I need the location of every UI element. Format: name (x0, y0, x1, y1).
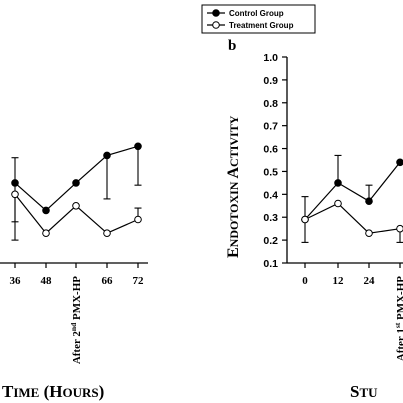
treatment-point (334, 199, 342, 208)
study-panel: b 0.1 0.2 0.3 0.4 0.5 0.6 0.7 0.8 0.9 1.0 ENDOTOX… (225, 38, 403, 401)
time-course-panel: 36 48 After 2nd PMX-HP 66 72 TIME (HOURS) (0, 142, 148, 401)
x-tick-label: 24 (364, 275, 376, 287)
x-tick-label-part: After 2 (71, 331, 83, 365)
control-point (103, 151, 111, 160)
x-tick-label-part: nd (69, 322, 78, 331)
x-tick-label: 72 (133, 275, 145, 287)
y-tick-label: 0.7 (263, 121, 278, 133)
treatment-point (72, 202, 80, 210)
x-axis-title-part: TU (359, 385, 378, 400)
x-axis-ticks (304, 263, 401, 268)
y-tick-label: 0.6 (263, 144, 278, 156)
y-tick-label: 0.5 (263, 166, 278, 178)
x-axis-title-part: ) (99, 382, 105, 401)
panel-letter: b (228, 38, 236, 54)
x-tick-label: 12 (333, 275, 345, 287)
x-tick-label-part: st (393, 322, 402, 328)
treatment-point (134, 215, 142, 224)
control-point (365, 197, 373, 205)
control-point (134, 142, 142, 151)
treatment-point (396, 224, 403, 233)
legend-treatment-label: Treatment Group (229, 21, 294, 30)
y-axis-title-part: CTIVITY (227, 115, 241, 167)
y-tick-labels: 0.1 0.2 0.3 0.4 0.5 0.6 0.7 0.8 0.9 1.0 (263, 52, 278, 270)
x-tick-label: 36 (10, 275, 22, 287)
x-axis-title-part: IME (13, 385, 39, 400)
x-tick-label: 0 (302, 275, 308, 287)
x-axis-title-part: S (350, 382, 359, 401)
y-tick-label: 0.4 (263, 189, 278, 201)
y-axis-title-part: A (225, 167, 242, 179)
y-tick-label: 0.3 (263, 212, 278, 224)
treatment-point (365, 229, 373, 237)
control-point (42, 206, 50, 215)
y-axis-title: ENDOTOXIN ACTIVITY (225, 115, 242, 258)
x-axis-title-part: OURS (62, 385, 98, 400)
control-point (72, 179, 80, 187)
legend-box (201, 4, 316, 34)
y-tick-label: 1.0 (263, 52, 278, 64)
series-lines (304, 161, 401, 234)
y-tick-label: 0.8 (263, 98, 278, 110)
x-axis-title: TIME (HOURS) (2, 382, 104, 401)
control-series-line (14, 145, 139, 212)
x-tick-labels: 0 12 24 After 1st PMX-HP (302, 275, 403, 361)
x-axis-title-part: (H (39, 382, 62, 401)
error-bars (301, 154, 403, 243)
y-tick-label: 0.9 (263, 75, 278, 87)
y-axis-title-part: E (225, 247, 242, 258)
x-axis-ticks (14, 263, 139, 268)
treatment-series-line (304, 202, 401, 234)
data-points (11, 142, 142, 237)
control-point (334, 179, 342, 187)
x-tick-label-part: PMX-HP (395, 276, 403, 323)
legend-control-label: Control Group (229, 9, 284, 18)
data-points (301, 158, 403, 237)
x-tick-label: 66 (102, 275, 114, 287)
treatment-point (103, 229, 111, 237)
x-tick-label-rotated: After 1st PMX-HP (393, 276, 403, 362)
x-axis-title: STU (350, 382, 378, 401)
y-axis-title-part: NDOTOXIN (227, 179, 241, 248)
treatment-series-line (14, 193, 139, 235)
error-bars (11, 146, 142, 241)
control-point (11, 179, 19, 187)
treatment-point (11, 190, 19, 199)
treatment-point (42, 229, 50, 237)
series-lines (14, 145, 139, 235)
control-series-line (304, 161, 401, 220)
y-axis-ticks (282, 56, 287, 264)
legend-treatment-marker (212, 21, 220, 29)
legend-control-marker (212, 9, 220, 17)
legend: Control Group Treatment Group (201, 4, 316, 34)
x-tick-labels: 36 48 After 2nd PMX-HP 66 72 (10, 275, 145, 364)
y-tick-label: 0.1 (263, 258, 278, 270)
treatment-point (301, 215, 309, 224)
x-tick-label-part: PMX-HP (71, 276, 83, 323)
x-tick-label-part: After 1 (395, 328, 403, 361)
x-tick-label-rotated: After 2nd PMX-HP (69, 276, 83, 364)
y-tick-label: 0.2 (263, 235, 278, 247)
control-point (396, 158, 403, 167)
x-axis-title-part: T (2, 382, 14, 401)
x-tick-label: 48 (41, 275, 53, 287)
